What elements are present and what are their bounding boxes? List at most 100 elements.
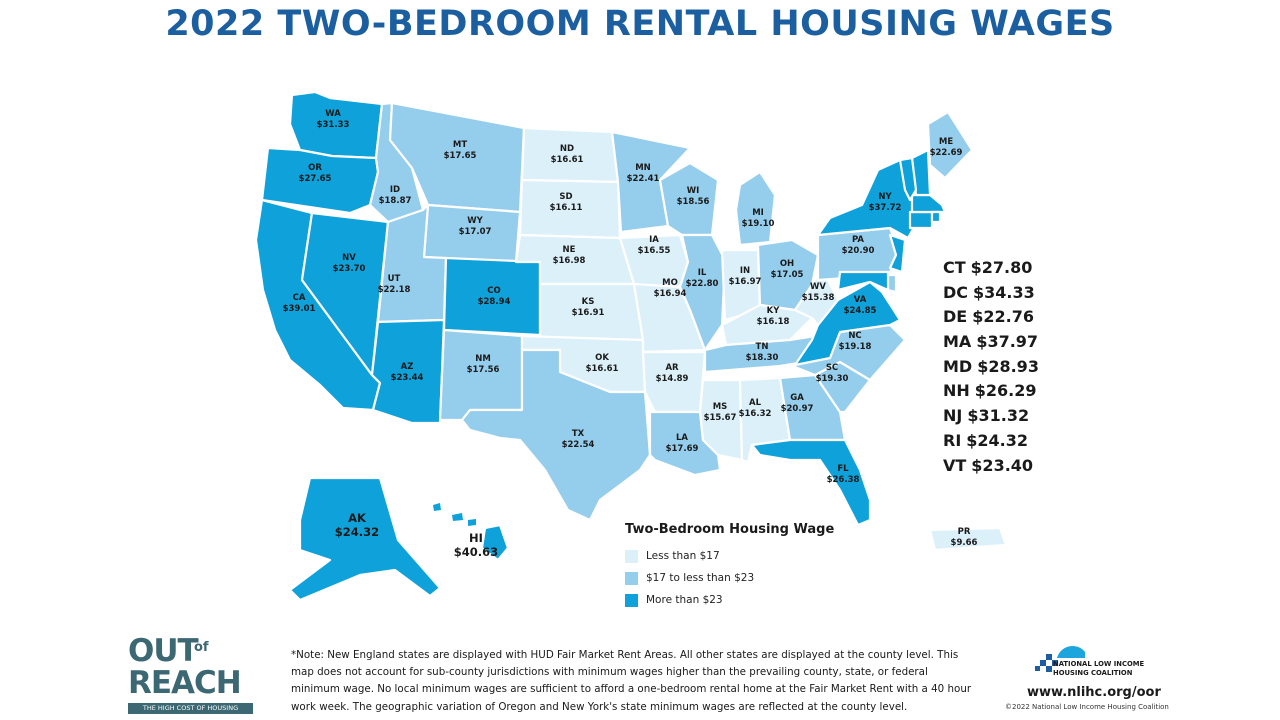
state-label-wv: WV xyxy=(810,282,826,292)
state-wage-pr: $9.66 xyxy=(951,538,978,548)
small-state-ri: RI $24.32 xyxy=(943,431,1043,456)
small-state-wage: $22.76 xyxy=(972,307,1034,327)
nlihc-logo: NATIONAL LOW INCOME HOUSING COALITION ww… xyxy=(1005,628,1180,718)
state-md xyxy=(836,270,890,292)
state-wage-in: $16.97 xyxy=(729,277,762,287)
legend-swatch-mid xyxy=(625,571,638,585)
state-label-oh: OH xyxy=(780,259,794,269)
small-state-code: NJ xyxy=(943,406,963,426)
page-title: 2022 TWO-BEDROOM RENTAL HOUSING WAGES xyxy=(165,4,1115,44)
nlihc-mark-icon xyxy=(1035,645,1085,672)
copyright: ©2022 National Low Income Housing Coalit… xyxy=(1005,703,1169,711)
small-state-nj: NJ $31.32 xyxy=(943,406,1043,431)
state-ak xyxy=(288,476,442,602)
state-wage-nd: $16.61 xyxy=(551,155,584,165)
state-wage-fl: $26.38 xyxy=(827,475,860,485)
state-label-il: IL xyxy=(698,268,707,278)
nlihc-name-line2: HOUSING COALITION xyxy=(1053,669,1133,677)
state-shapes xyxy=(254,90,1008,602)
state-label-in: IN xyxy=(740,266,750,276)
small-state-wage: $28.93 xyxy=(977,356,1039,376)
state-label-ms: MS xyxy=(713,402,728,412)
footnote: *Note: New England states are displayed … xyxy=(291,649,972,713)
state-fl xyxy=(750,438,872,527)
state-wage-ms: $15.67 xyxy=(704,413,737,423)
small-state-nh: NH $26.29 xyxy=(943,381,1043,406)
state-label-va: VA xyxy=(854,295,867,305)
state-wage-wi: $18.56 xyxy=(677,197,710,207)
state-wage-mi: $19.10 xyxy=(742,219,775,229)
state-label-mi: MI xyxy=(752,208,764,218)
state-wage-ok: $16.61 xyxy=(586,364,619,374)
state-wv xyxy=(793,266,840,327)
state-hi xyxy=(480,523,510,562)
legend-item-high: More than $23 xyxy=(625,589,865,611)
state-label-sc: SC xyxy=(826,363,838,373)
small-state-wage: $23.40 xyxy=(971,455,1034,475)
state-wage-ne: $16.98 xyxy=(553,256,586,266)
state-wage-va: $24.85 xyxy=(844,306,877,316)
legend-label-mid: $17 to less than $23 xyxy=(646,572,755,584)
nlihc-name: NATIONAL LOW INCOME HOUSING COALITION xyxy=(1053,660,1163,678)
state-wage-al: $16.32 xyxy=(739,409,772,419)
state-label-me: ME xyxy=(939,137,953,147)
state-label-id: ID xyxy=(390,185,400,195)
state-wage-ak: $24.32 xyxy=(335,525,379,539)
out-of-reach-logo: OUT of REACH THE HIGH COST OF HOUSING xyxy=(128,633,258,715)
state-label-ky: KY xyxy=(767,306,781,316)
state-va xyxy=(793,280,902,367)
nlihc-url-link[interactable]: www.nlihc.org/oor xyxy=(1027,685,1161,700)
legend: Two-Bedroom Housing Wage Less than $17 $… xyxy=(625,522,865,611)
state-label-sd: SD xyxy=(559,192,572,202)
small-state-vt: VT $23.40 xyxy=(943,456,1043,481)
small-state-wage: $37.97 xyxy=(976,332,1039,352)
state-wage-la: $17.69 xyxy=(666,444,699,454)
state-wage-sd: $16.11 xyxy=(550,203,583,213)
state-nj xyxy=(888,233,907,274)
small-state-wage: $31.32 xyxy=(967,406,1030,426)
state-hi-island-3 xyxy=(468,519,476,526)
state-label-tx: TX xyxy=(572,429,585,439)
state-label-mn: MN xyxy=(635,163,651,173)
legend-item-mid: $17 to less than $23 xyxy=(625,567,865,589)
small-state-de: DE $22.76 xyxy=(943,307,1043,332)
state-ma xyxy=(910,193,947,214)
state-label-co: CO xyxy=(487,286,500,296)
state-wage-mn: $22.41 xyxy=(627,174,660,184)
state-wage-il: $22.80 xyxy=(686,279,719,289)
state-vt xyxy=(898,156,918,202)
small-state-code: MD xyxy=(943,356,973,376)
state-wage-ks: $16.91 xyxy=(572,308,605,318)
state-label-mo: MO xyxy=(662,278,678,288)
small-state-code: DC xyxy=(943,282,969,302)
state-label-ar: AR xyxy=(665,363,679,373)
state-label-wy: WY xyxy=(467,216,483,226)
state-label-or: OR xyxy=(308,163,322,173)
logo-of: of xyxy=(194,640,209,655)
legend-label-high: More than $23 xyxy=(646,594,723,606)
state-pr xyxy=(928,526,1008,552)
state-label-pa: PA xyxy=(852,235,864,245)
state-label-ny: NY xyxy=(878,192,892,202)
state-wage-wa: $31.33 xyxy=(317,120,350,130)
state-wage-hi: $40.63 xyxy=(454,545,498,559)
legend-label-low: Less than $17 xyxy=(646,550,720,562)
legend-swatch-high xyxy=(625,593,638,607)
small-state-code: CT xyxy=(943,258,966,277)
state-wage-pa: $20.90 xyxy=(842,246,875,256)
state-wage-ga: $20.97 xyxy=(781,404,814,414)
legend-swatch-low xyxy=(625,549,638,563)
state-label-wa: WA xyxy=(325,109,341,119)
nlihc-name-line1: NATIONAL LOW INCOME xyxy=(1053,660,1145,668)
state-nm xyxy=(438,328,524,422)
state-wage-tx: $22.54 xyxy=(562,440,595,450)
small-state-code: NH xyxy=(943,381,970,401)
state-wage-wv: $15.38 xyxy=(802,293,835,303)
state-mi xyxy=(734,170,777,247)
logo-reach: REACH xyxy=(128,665,242,701)
state-wage-ky: $16.18 xyxy=(757,317,790,327)
legend-title: Two-Bedroom Housing Wage xyxy=(625,522,835,537)
state-wage-az: $23.44 xyxy=(391,373,424,383)
state-me xyxy=(926,110,974,180)
